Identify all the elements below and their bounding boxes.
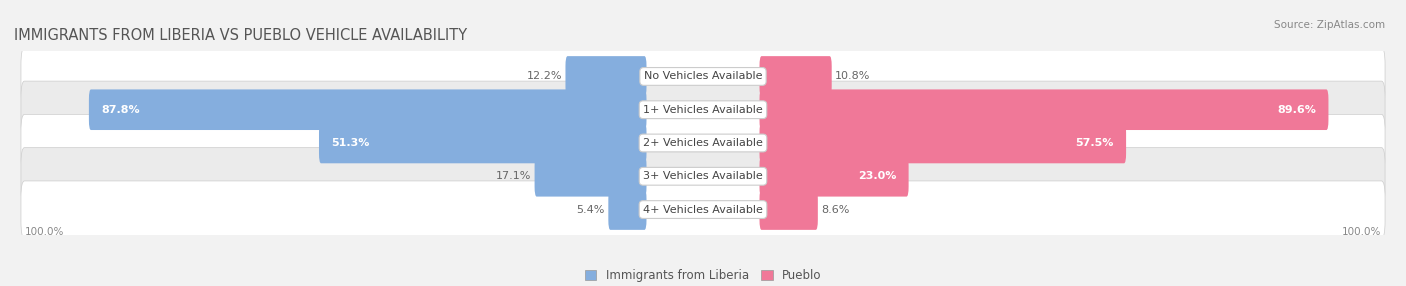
FancyBboxPatch shape bbox=[21, 181, 1385, 238]
Text: 4+ Vehicles Available: 4+ Vehicles Available bbox=[643, 204, 763, 214]
Text: 100.0%: 100.0% bbox=[1343, 227, 1382, 237]
FancyBboxPatch shape bbox=[21, 148, 1385, 205]
FancyBboxPatch shape bbox=[759, 189, 818, 230]
FancyBboxPatch shape bbox=[21, 48, 1385, 105]
Text: 3+ Vehicles Available: 3+ Vehicles Available bbox=[643, 171, 763, 181]
FancyBboxPatch shape bbox=[759, 123, 1126, 163]
Text: 10.8%: 10.8% bbox=[835, 72, 870, 82]
Text: 89.6%: 89.6% bbox=[1277, 105, 1316, 115]
Text: 23.0%: 23.0% bbox=[858, 171, 896, 181]
FancyBboxPatch shape bbox=[21, 81, 1385, 138]
FancyBboxPatch shape bbox=[759, 156, 908, 196]
Text: 17.1%: 17.1% bbox=[496, 171, 531, 181]
Text: 2+ Vehicles Available: 2+ Vehicles Available bbox=[643, 138, 763, 148]
Legend: Immigrants from Liberia, Pueblo: Immigrants from Liberia, Pueblo bbox=[579, 265, 827, 286]
FancyBboxPatch shape bbox=[759, 90, 1329, 130]
FancyBboxPatch shape bbox=[534, 156, 647, 196]
FancyBboxPatch shape bbox=[21, 114, 1385, 172]
Text: 87.8%: 87.8% bbox=[101, 105, 141, 115]
Text: 57.5%: 57.5% bbox=[1076, 138, 1114, 148]
FancyBboxPatch shape bbox=[319, 123, 647, 163]
FancyBboxPatch shape bbox=[565, 56, 647, 97]
Text: 5.4%: 5.4% bbox=[576, 204, 605, 214]
Text: 51.3%: 51.3% bbox=[332, 138, 370, 148]
Text: Source: ZipAtlas.com: Source: ZipAtlas.com bbox=[1274, 20, 1385, 30]
FancyBboxPatch shape bbox=[89, 90, 647, 130]
Text: 12.2%: 12.2% bbox=[526, 72, 562, 82]
Text: No Vehicles Available: No Vehicles Available bbox=[644, 72, 762, 82]
Text: 8.6%: 8.6% bbox=[821, 204, 849, 214]
FancyBboxPatch shape bbox=[759, 56, 832, 97]
FancyBboxPatch shape bbox=[609, 189, 647, 230]
Text: 100.0%: 100.0% bbox=[24, 227, 63, 237]
Text: 1+ Vehicles Available: 1+ Vehicles Available bbox=[643, 105, 763, 115]
Text: IMMIGRANTS FROM LIBERIA VS PUEBLO VEHICLE AVAILABILITY: IMMIGRANTS FROM LIBERIA VS PUEBLO VEHICL… bbox=[14, 28, 467, 43]
